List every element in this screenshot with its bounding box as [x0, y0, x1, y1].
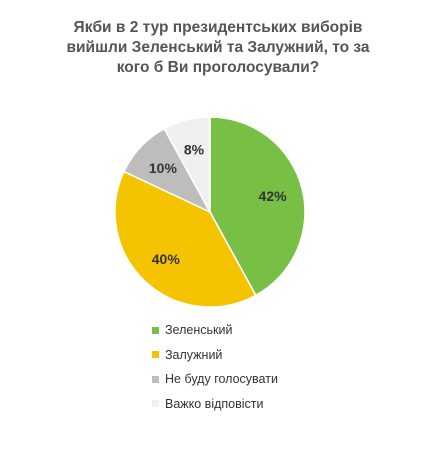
chart-title-line: вийшли Зеленський та Залужний, то за	[66, 39, 370, 56]
pie-slice-zelenskyi	[209, 116, 306, 297]
legend-label: Важко відповісти	[165, 396, 264, 411]
legend-swatch	[152, 351, 159, 359]
legend-swatch	[152, 375, 159, 383]
legend-label: Не буду голосувати	[165, 372, 278, 387]
legend-item-will-not-vote: Не буду голосувати	[152, 367, 278, 392]
legend-swatch	[152, 400, 159, 408]
pie-slice-zaluzhnyi	[114, 170, 257, 308]
pie-data-label: 8%	[184, 141, 205, 157]
pie-data-label: 40%	[152, 251, 181, 267]
legend-item-hard-to-say: Важко відповісти	[152, 392, 278, 417]
chart-title-line: кого б Ви проголосували?	[116, 59, 320, 76]
pie-data-label: 10%	[149, 160, 178, 176]
legend-item-zaluzhnyi: Залужний	[152, 343, 278, 368]
legend: Зеленський Залужний Не буду голосувати В…	[152, 318, 278, 416]
pie-data-label: 42%	[259, 188, 288, 204]
legend-item-zelenskyi: Зеленський	[152, 318, 278, 343]
legend-label: Залужний	[165, 347, 223, 362]
legend-label: Зеленський	[165, 323, 233, 338]
chart-title-line: Якби в 2 тур президентських виборів	[73, 19, 363, 36]
legend-swatch	[152, 326, 159, 334]
chart-title: Якби в 2 тур президентських виборів вийш…	[40, 18, 396, 78]
pie-slice-hard-to-say	[163, 116, 211, 213]
